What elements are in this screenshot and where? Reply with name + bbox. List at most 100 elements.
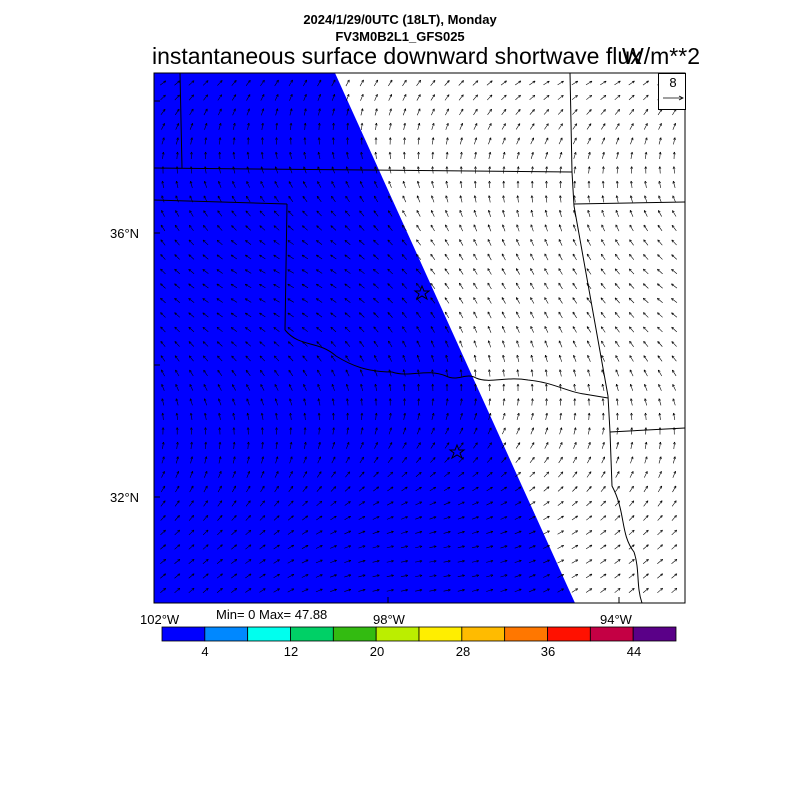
wind-vector xyxy=(360,369,364,377)
wind-vector xyxy=(161,123,165,130)
wind-vector xyxy=(543,588,550,593)
wind-vector xyxy=(558,137,563,145)
wind-vector xyxy=(387,471,394,478)
wind-vector xyxy=(402,427,407,435)
wind-vector xyxy=(218,471,222,478)
star-marker-icon xyxy=(448,443,466,460)
wind-vector xyxy=(230,312,238,318)
wind-vector xyxy=(204,122,208,130)
wind-vector xyxy=(557,588,564,593)
wind-vector xyxy=(473,195,477,203)
wind-vector xyxy=(457,530,465,534)
wind-vector xyxy=(445,123,449,130)
wind-vector xyxy=(572,123,578,130)
wind-vector xyxy=(204,151,207,160)
louisiana-texas-border xyxy=(607,395,643,603)
wind-vector xyxy=(160,297,166,304)
wind-vector xyxy=(401,297,407,304)
wind-vector xyxy=(261,456,265,464)
wind-vector xyxy=(189,485,194,493)
wind-vector xyxy=(445,166,449,174)
wind-vector xyxy=(330,225,337,231)
wind-vector xyxy=(260,94,265,101)
map-units: W/m**2 xyxy=(622,43,700,69)
wind-vector xyxy=(658,398,662,406)
wind-vector xyxy=(629,123,634,130)
wind-vector xyxy=(203,210,208,217)
wind-vector xyxy=(417,383,420,392)
colorbar-swatch xyxy=(375,626,420,642)
wind-vector xyxy=(502,166,506,174)
wind-vector xyxy=(544,239,549,246)
wind-vector xyxy=(417,151,420,160)
wind-vector xyxy=(287,544,295,550)
wind-vector xyxy=(218,108,222,116)
wind-vector xyxy=(400,530,408,534)
wind-vector xyxy=(160,94,166,101)
wind-vector xyxy=(218,427,222,435)
wind-vector xyxy=(245,544,252,550)
wind-vector xyxy=(218,456,222,464)
wind-vector xyxy=(401,254,407,260)
wind-vector xyxy=(530,354,534,362)
wind-vector xyxy=(217,94,223,101)
wind-vector xyxy=(175,471,179,478)
wind-vector xyxy=(188,529,195,536)
wind-vector xyxy=(544,297,549,304)
wind-vector xyxy=(289,441,293,449)
wind-vector xyxy=(188,224,194,231)
wind-vector xyxy=(417,122,421,130)
wind-vector xyxy=(543,109,550,115)
wind-vector xyxy=(671,254,677,260)
wind-vector xyxy=(500,80,507,86)
wind-vector xyxy=(402,108,407,116)
wind-vector xyxy=(273,573,280,579)
wind-vector xyxy=(416,210,421,217)
wind-vector xyxy=(531,412,534,420)
wind-vector xyxy=(516,340,520,348)
wind-vector xyxy=(472,472,479,477)
wind-vector xyxy=(231,515,237,521)
wind-vector xyxy=(388,94,393,101)
wind-vector xyxy=(629,210,634,217)
wind-vector xyxy=(259,559,266,564)
wind-vector xyxy=(486,486,493,492)
wind-vector xyxy=(202,298,209,303)
wind-vector xyxy=(388,398,392,406)
wind-vector xyxy=(260,79,265,87)
wind-vector xyxy=(188,80,195,86)
wind-vector xyxy=(259,327,266,332)
wind-vector xyxy=(643,312,649,318)
wind-vector xyxy=(188,283,195,289)
wind-vector xyxy=(260,485,265,493)
wind-vector xyxy=(443,588,451,592)
wind-vector xyxy=(273,530,280,535)
wind-vector xyxy=(644,384,648,391)
wind-vector xyxy=(317,398,321,406)
wind-vector xyxy=(601,166,605,174)
wind-vector xyxy=(429,486,437,492)
wind-vector xyxy=(671,587,678,594)
wind-vector xyxy=(658,137,662,145)
wind-vector xyxy=(403,137,406,145)
wind-vector xyxy=(545,151,549,159)
wind-vector xyxy=(388,340,393,348)
wind-vector xyxy=(544,340,548,348)
wind-vector xyxy=(586,282,592,290)
wind-vector xyxy=(644,151,648,160)
wind-vector xyxy=(331,137,335,145)
wind-vector xyxy=(275,151,278,159)
wind-vector xyxy=(516,151,520,159)
wind-vector xyxy=(401,471,408,478)
wind-vector xyxy=(587,151,591,159)
wind-vector xyxy=(176,441,179,450)
wind-vector xyxy=(516,239,520,246)
wind-vector xyxy=(273,559,280,564)
wind-vector xyxy=(330,254,337,260)
wind-vector xyxy=(217,195,222,203)
wind-vector xyxy=(217,500,223,507)
wind-vector xyxy=(373,254,379,260)
wind-vector xyxy=(586,326,592,333)
wind-vector xyxy=(388,369,392,377)
wind-vector xyxy=(530,224,534,232)
